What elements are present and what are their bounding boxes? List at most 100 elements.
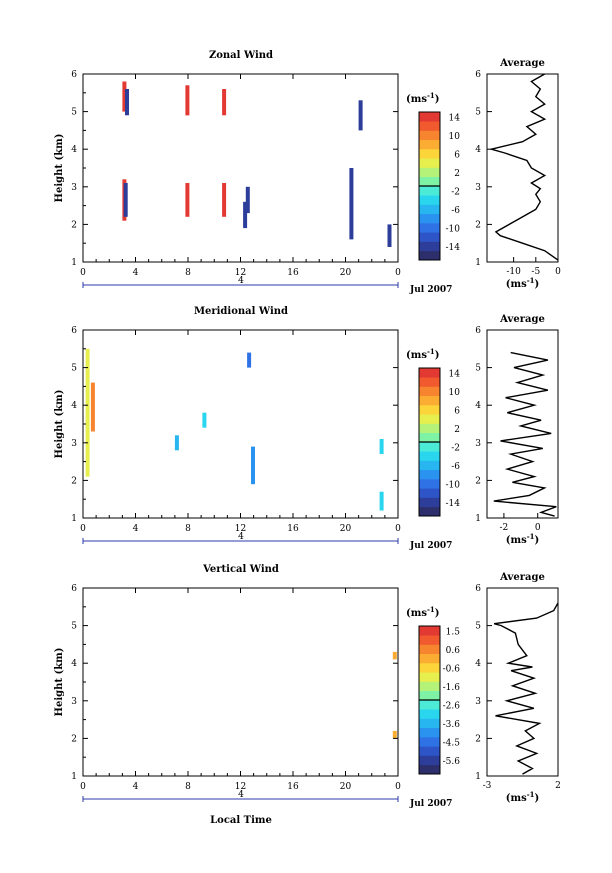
- avg-y-tick-label: 3: [475, 439, 481, 449]
- day-label: 4: [238, 790, 244, 800]
- colorbar-unit-exponent: -1: [427, 347, 435, 356]
- y-tick-label: 4: [71, 659, 77, 669]
- y-tick-label: 4: [71, 145, 77, 155]
- colorbar-segment: [419, 506, 440, 517]
- y-axis-label: Height (km): [54, 648, 65, 717]
- avg-y-tick-label: 4: [475, 145, 481, 155]
- avg-y-tick-label: 2: [475, 476, 481, 486]
- data-cell-6: [222, 183, 227, 217]
- data-cell-3: [125, 89, 129, 116]
- x-tick-label: 0: [80, 524, 86, 534]
- average-unit-label: (ms-1): [506, 276, 539, 290]
- x-tick-label: 16: [287, 524, 299, 534]
- colorbar-segment: [419, 635, 440, 645]
- data-cell-11: [358, 100, 363, 131]
- colorbar-unit-label: (ms-1): [406, 347, 439, 361]
- colorbar-segment: [419, 755, 440, 766]
- colorbar-segment: [419, 149, 440, 159]
- date-label: Jul 2007: [409, 541, 452, 551]
- colorbar-segment: [419, 746, 440, 756]
- colorbar-segment: [419, 186, 440, 196]
- average-profile-line: [488, 73, 559, 261]
- local-time-axis-label: Local Time: [210, 815, 272, 826]
- x-tick-label: 8: [185, 524, 191, 534]
- colorbar-tick-label: 10: [449, 132, 461, 142]
- y-tick-label: 1: [71, 258, 77, 268]
- average-title: Average: [499, 58, 545, 69]
- colorbar-segment: [419, 250, 440, 261]
- average-unit-label: (ms-1): [506, 790, 539, 804]
- data-cell-10: [349, 168, 354, 240]
- data-cell-0: [85, 348, 90, 477]
- colorbar-unit-text: (ms: [406, 94, 427, 105]
- colorbar-segment: [419, 469, 440, 480]
- colorbar-tick-label: 6: [454, 407, 460, 417]
- data-cell-0: [392, 651, 397, 660]
- x-tick-label: 0: [395, 268, 401, 278]
- avg-y-tick-label: 1: [475, 772, 481, 782]
- colorbar-segment: [419, 488, 440, 498]
- colorbar-tick-label: 1.5: [446, 628, 461, 638]
- colorbar-segment: [419, 167, 440, 178]
- avg-y-tick-label: 1: [475, 514, 481, 524]
- colorbar-segment: [419, 377, 440, 387]
- x-tick-label: 20: [340, 268, 352, 278]
- colorbar-segment: [419, 727, 440, 738]
- colorbar-segment: [419, 663, 440, 673]
- colorbar-tick-label: -10: [446, 225, 461, 235]
- colorbar-segment: [419, 223, 440, 233]
- colorbar-tick-label: 2: [454, 425, 460, 435]
- average-title: Average: [499, 572, 545, 583]
- colorbar-segment: [419, 423, 440, 434]
- average-unit-label: (ms-1): [506, 532, 539, 546]
- colorbar-tick-label: -5.6: [443, 757, 461, 767]
- avg-y-tick-label: 3: [475, 183, 481, 193]
- data-cell-5: [185, 85, 190, 116]
- avg-y-tick-label: 6: [475, 70, 481, 80]
- colorbar-tick-label: 6: [454, 151, 460, 161]
- colorbar-segment: [419, 672, 440, 682]
- y-tick-label: 6: [71, 70, 77, 80]
- colorbar-segment: [419, 139, 440, 150]
- data-cell-7: [379, 439, 384, 454]
- x-tick-label: 16: [287, 782, 299, 792]
- x-tick-label: 8: [185, 782, 191, 792]
- y-tick-label: 2: [71, 220, 77, 230]
- avg-y-tick-label: 2: [475, 734, 481, 744]
- data-cell-2: [122, 81, 127, 112]
- data-cell-9: [245, 186, 250, 214]
- colorbar-segment: [419, 232, 440, 242]
- avg-y-tick-label: 6: [475, 584, 481, 594]
- avg-y-tick-label: 4: [475, 401, 481, 411]
- colorbar-unit-close: ): [435, 350, 440, 361]
- data-cell-6: [379, 491, 384, 511]
- y-tick-label: 5: [71, 622, 77, 632]
- average-plot-frame: [486, 73, 559, 263]
- average-unit-exponent: -1: [527, 276, 535, 285]
- panel-title: Vertical Wind: [202, 564, 279, 575]
- y-tick-label: 2: [71, 476, 77, 486]
- colorbar-segment: [419, 195, 440, 205]
- colorbar-unit-label: (ms-1): [406, 91, 439, 105]
- avg-x-tick-label: 2: [555, 781, 561, 791]
- colorbar-tick-label: -6: [451, 206, 460, 216]
- average-profile-line: [493, 602, 559, 775]
- y-tick-label: 5: [71, 364, 77, 374]
- x-tick-label: 4: [133, 268, 139, 278]
- data-cell-5: [247, 352, 252, 368]
- x-tick-label: 20: [340, 524, 352, 534]
- day-label: 4: [238, 532, 244, 542]
- x-tick-label: 0: [80, 268, 86, 278]
- avg-x-tick-label: -5: [531, 267, 540, 277]
- colorbar-segment: [419, 176, 440, 187]
- x-tick-label: 16: [287, 268, 299, 278]
- data-cell-1: [123, 183, 128, 217]
- colorbar-segment: [419, 681, 440, 692]
- avg-x-tick-label: -10: [506, 267, 521, 277]
- colorbar-segment: [419, 700, 440, 710]
- colorbar-tick-label: -2.6: [443, 702, 461, 712]
- y-tick-label: 5: [71, 108, 77, 118]
- data-cell-3: [202, 412, 207, 428]
- colorbar-tick-label: 10: [449, 388, 461, 398]
